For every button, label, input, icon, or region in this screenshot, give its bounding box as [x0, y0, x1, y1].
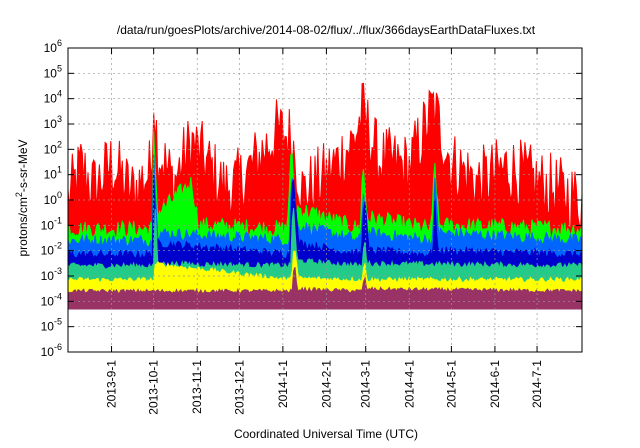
x-tick-label: 2013-12-1	[232, 360, 246, 415]
y-tick-label: 100	[44, 190, 62, 207]
y-tick-label: 10-4	[41, 291, 62, 308]
chart-title: /data/run/goesPlots/archive/2014-08-02/f…	[117, 23, 536, 37]
x-tick-label: 2014-4-1	[402, 360, 416, 408]
y-tick-label: 10-5	[41, 317, 62, 334]
x-tick-label: 2013-9-1	[105, 360, 119, 408]
x-tick-label: 2014-5-1	[444, 360, 458, 408]
grid	[68, 48, 582, 352]
y-axis: 10-6 10-5 10-4 10-3 10-2 10-1 100 101 102 103 104 1…	[41, 38, 582, 359]
y-tick-label: 10-3	[41, 266, 62, 283]
y-tick-label: 105	[44, 63, 62, 80]
y-tick-label: 10-2	[41, 241, 62, 258]
series-6-area	[67, 267, 583, 310]
y-tick-label: 106	[44, 38, 62, 55]
x-tick-label: 2013-10-1	[147, 360, 161, 415]
y-axis-label-rest: -s-sr-MeV	[16, 139, 30, 192]
y-tick-label: 104	[44, 89, 62, 106]
y-axis-label-main: protons/cm	[16, 197, 30, 256]
x-tick-label: 2013-11-1	[190, 360, 204, 414]
x-tick-label: 2014-3-1	[359, 360, 373, 408]
y-tick-label: 101	[44, 165, 62, 182]
y-axis-label-exponent: 2	[14, 192, 24, 197]
y-tick-label: 102	[44, 139, 62, 156]
y-tick-label: 103	[44, 114, 62, 131]
y-axis-label: protons/cm2-s-sr-MeV	[14, 139, 30, 256]
x-axis-label: Coordinated Universal Time (UTC)	[234, 427, 418, 441]
y-tick-label: 10-1	[41, 215, 62, 232]
x-tick-label: 2014-7-1	[530, 360, 544, 408]
x-tick-label: 2014-6-1	[488, 360, 502, 408]
y-tick-label: 10-6	[41, 342, 62, 359]
x-tick-label: 2014-1-1	[276, 360, 290, 408]
x-tick-label: 2014-2-1	[319, 360, 333, 408]
plot-area	[67, 82, 583, 310]
x-axis: 2013-9-1 2013-10-1 2013-11-1 2013-12-1 2014-…	[105, 48, 544, 415]
